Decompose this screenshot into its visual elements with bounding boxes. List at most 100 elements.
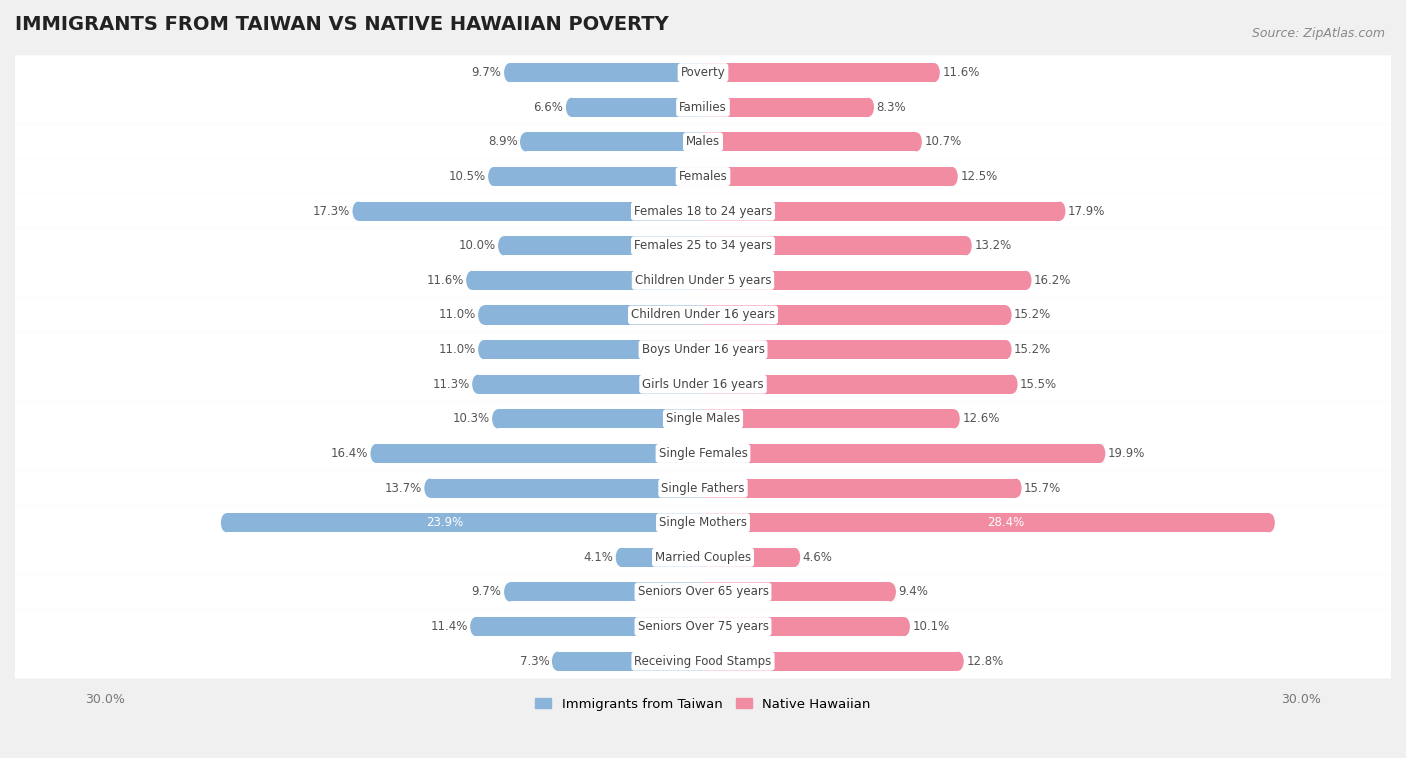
Text: 12.6%: 12.6% bbox=[962, 412, 1000, 425]
Bar bbox=[557, 652, 703, 671]
FancyBboxPatch shape bbox=[15, 575, 1391, 609]
Bar bbox=[703, 513, 1270, 532]
Text: 4.1%: 4.1% bbox=[583, 551, 613, 564]
Circle shape bbox=[1054, 202, 1066, 221]
Text: 10.3%: 10.3% bbox=[453, 412, 489, 425]
Text: 6.6%: 6.6% bbox=[533, 101, 564, 114]
Circle shape bbox=[898, 617, 910, 636]
FancyBboxPatch shape bbox=[15, 194, 1391, 228]
Circle shape bbox=[565, 98, 576, 117]
Text: 10.7%: 10.7% bbox=[924, 136, 962, 149]
Text: Families: Families bbox=[679, 101, 727, 114]
Circle shape bbox=[1264, 513, 1275, 532]
FancyBboxPatch shape bbox=[15, 402, 1391, 436]
Circle shape bbox=[221, 513, 232, 532]
Bar bbox=[484, 305, 703, 324]
Circle shape bbox=[425, 478, 436, 497]
FancyBboxPatch shape bbox=[15, 124, 1391, 159]
Text: 17.9%: 17.9% bbox=[1069, 205, 1105, 218]
Bar bbox=[484, 340, 703, 359]
Text: 4.6%: 4.6% bbox=[803, 551, 832, 564]
Text: 8.3%: 8.3% bbox=[876, 101, 905, 114]
Text: Single Males: Single Males bbox=[666, 412, 740, 425]
Bar bbox=[509, 582, 703, 602]
Circle shape bbox=[616, 548, 627, 567]
Bar bbox=[375, 444, 703, 463]
Bar bbox=[703, 167, 952, 186]
Text: Boys Under 16 years: Boys Under 16 years bbox=[641, 343, 765, 356]
Bar bbox=[478, 374, 703, 393]
Text: 13.2%: 13.2% bbox=[974, 240, 1011, 252]
Circle shape bbox=[353, 202, 364, 221]
Text: Females 25 to 34 years: Females 25 to 34 years bbox=[634, 240, 772, 252]
Bar bbox=[359, 202, 703, 221]
Bar bbox=[498, 409, 703, 428]
Text: 10.1%: 10.1% bbox=[912, 620, 949, 633]
FancyBboxPatch shape bbox=[15, 159, 1391, 194]
Circle shape bbox=[505, 63, 515, 82]
FancyBboxPatch shape bbox=[15, 55, 1391, 90]
FancyBboxPatch shape bbox=[15, 90, 1391, 124]
Circle shape bbox=[505, 582, 515, 602]
Text: 12.5%: 12.5% bbox=[960, 170, 997, 183]
Bar bbox=[703, 548, 794, 567]
Bar bbox=[703, 271, 1026, 290]
Bar bbox=[703, 409, 955, 428]
Circle shape bbox=[863, 98, 875, 117]
Text: 10.0%: 10.0% bbox=[458, 240, 495, 252]
Bar bbox=[703, 202, 1060, 221]
FancyBboxPatch shape bbox=[15, 436, 1391, 471]
Text: 11.6%: 11.6% bbox=[942, 66, 980, 79]
FancyBboxPatch shape bbox=[15, 367, 1391, 402]
Circle shape bbox=[488, 167, 499, 186]
Circle shape bbox=[953, 652, 963, 671]
Circle shape bbox=[1001, 340, 1011, 359]
Text: Children Under 5 years: Children Under 5 years bbox=[634, 274, 772, 287]
Circle shape bbox=[472, 374, 484, 393]
Text: Single Females: Single Females bbox=[658, 447, 748, 460]
Bar bbox=[526, 133, 703, 152]
Bar bbox=[475, 617, 703, 636]
Circle shape bbox=[498, 236, 509, 255]
Bar bbox=[703, 305, 1007, 324]
Circle shape bbox=[470, 617, 481, 636]
Legend: Immigrants from Taiwan, Native Hawaiian: Immigrants from Taiwan, Native Hawaiian bbox=[530, 692, 876, 716]
Circle shape bbox=[1011, 478, 1022, 497]
Bar bbox=[503, 236, 703, 255]
Text: 11.4%: 11.4% bbox=[430, 620, 468, 633]
Text: Seniors Over 75 years: Seniors Over 75 years bbox=[637, 620, 769, 633]
Text: Males: Males bbox=[686, 136, 720, 149]
Text: 9.7%: 9.7% bbox=[471, 66, 502, 79]
Circle shape bbox=[911, 133, 922, 152]
Circle shape bbox=[789, 548, 800, 567]
Text: Girls Under 16 years: Girls Under 16 years bbox=[643, 377, 763, 390]
Text: Receiving Food Stamps: Receiving Food Stamps bbox=[634, 655, 772, 668]
Circle shape bbox=[478, 340, 489, 359]
Bar bbox=[703, 236, 966, 255]
Text: Single Fathers: Single Fathers bbox=[661, 481, 745, 495]
Text: IMMIGRANTS FROM TAIWAN VS NATIVE HAWAIIAN POVERTY: IMMIGRANTS FROM TAIWAN VS NATIVE HAWAIIA… bbox=[15, 15, 669, 34]
FancyBboxPatch shape bbox=[15, 263, 1391, 298]
Text: 11.3%: 11.3% bbox=[433, 377, 470, 390]
Bar bbox=[703, 98, 869, 117]
Text: Seniors Over 65 years: Seniors Over 65 years bbox=[637, 585, 769, 599]
Bar bbox=[621, 548, 703, 567]
Circle shape bbox=[949, 409, 960, 428]
Bar bbox=[703, 582, 890, 602]
Bar bbox=[703, 340, 1007, 359]
Text: Females: Females bbox=[679, 170, 727, 183]
FancyBboxPatch shape bbox=[15, 228, 1391, 263]
Text: Married Couples: Married Couples bbox=[655, 551, 751, 564]
Bar bbox=[471, 271, 703, 290]
Text: Single Mothers: Single Mothers bbox=[659, 516, 747, 529]
Text: 15.5%: 15.5% bbox=[1021, 377, 1057, 390]
Circle shape bbox=[1001, 305, 1011, 324]
Bar bbox=[703, 652, 959, 671]
Text: 17.3%: 17.3% bbox=[312, 205, 350, 218]
Text: Females 18 to 24 years: Females 18 to 24 years bbox=[634, 205, 772, 218]
Text: 15.7%: 15.7% bbox=[1024, 481, 1062, 495]
Bar bbox=[494, 167, 703, 186]
FancyBboxPatch shape bbox=[15, 609, 1391, 644]
Text: 11.0%: 11.0% bbox=[439, 309, 475, 321]
Text: 8.9%: 8.9% bbox=[488, 136, 517, 149]
